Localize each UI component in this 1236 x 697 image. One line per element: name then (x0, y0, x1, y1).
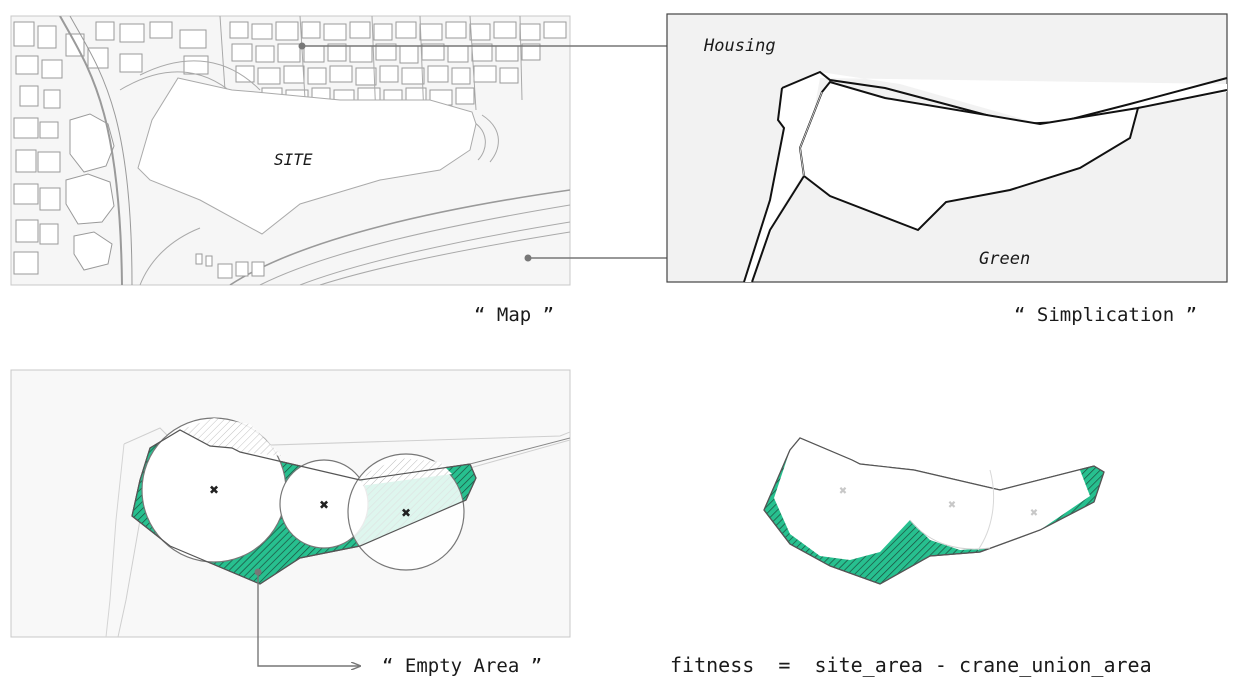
map-panel: SITE “ Map ” (10, 15, 966, 326)
fitness-center-3: ✖ (1030, 508, 1038, 519)
map-site-polygon (137, 77, 477, 235)
housing-label: Housing (703, 36, 776, 56)
crane-center-1: ✖ (209, 483, 219, 497)
fitness-center-2: ✖ (948, 500, 956, 511)
green-label: Green (979, 249, 1030, 269)
simplification-panel: Housing Green “ Simplication ” (666, 13, 1228, 326)
fitness-center-1: ✖ (839, 486, 847, 497)
road-strip (744, 72, 1227, 282)
crane-center-2: ✖ (319, 498, 329, 512)
fitness-covered-region (774, 438, 1090, 560)
site-label: SITE (274, 150, 313, 169)
empty-area-panel: ✖ ✖ ✖ “ Empty Area ” (10, 369, 571, 677)
left-buildings (13, 21, 143, 275)
empty-area-caption: “ Empty Area ” (382, 655, 542, 677)
fitness-panel: ✖ ✖ ✖ fitness = site_area - crane_union_… (670, 437, 1152, 677)
empty-area-arrow (257, 572, 360, 666)
simplification-caption: “ Simplication ” (1014, 304, 1197, 326)
fitness-formula: fitness = site_area - crane_union_area (670, 653, 1152, 677)
map-caption: “ Map ” (474, 304, 554, 326)
simplified-site-polygon (798, 80, 1140, 232)
crane-center-3: ✖ (401, 506, 411, 520)
